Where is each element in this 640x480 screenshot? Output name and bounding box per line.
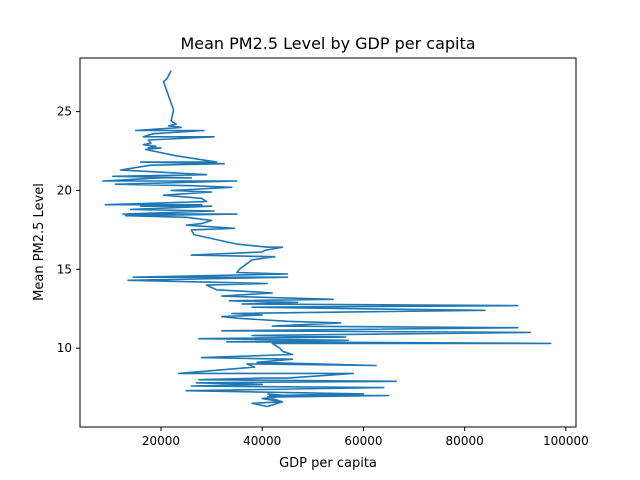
y-tick-label: 20 <box>57 183 72 197</box>
plot-frame <box>79 57 577 428</box>
x-tick-label: 60000 <box>344 434 382 448</box>
y-axis-label: Mean PM2.5 Level <box>32 183 47 301</box>
chart-title: Mean PM2.5 Level by GDP per capita <box>180 34 475 53</box>
y-tick-label: 10 <box>57 341 72 355</box>
series-line-0 <box>102 70 552 408</box>
series-layer <box>102 70 552 408</box>
x-axis-label: GDP per capita <box>279 456 377 471</box>
x-tick-label: 20000 <box>142 434 180 448</box>
x-tick-label: 100000 <box>543 434 589 448</box>
x-tick-label: 40000 <box>243 434 281 448</box>
plot-area <box>80 58 576 427</box>
y-axis: 10 15 20 25 <box>57 105 80 355</box>
y-tick-label: 15 <box>57 262 72 276</box>
x-tick-label: 80000 <box>446 434 484 448</box>
y-tick-label: 25 <box>57 105 72 119</box>
x-axis: 20000 40000 60000 80000 100000 <box>142 427 589 448</box>
